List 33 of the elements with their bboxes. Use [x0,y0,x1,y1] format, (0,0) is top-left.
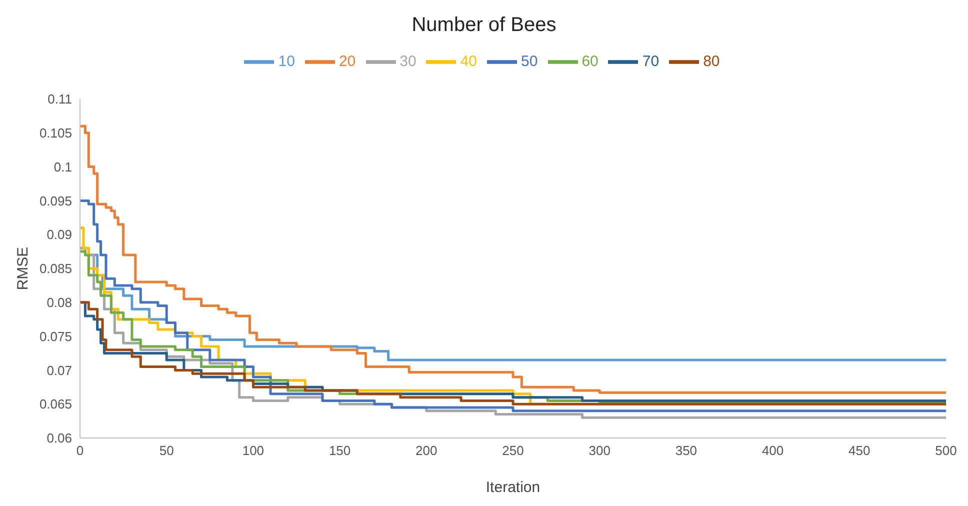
y-tick-label: 0.09 [46,227,72,242]
legend-label: 60 [582,52,598,70]
y-tick-label: 0.095 [39,193,72,208]
x-tick-label: 300 [588,443,610,458]
x-tick-label: 450 [848,443,870,458]
y-tick-label: 0.085 [39,261,72,276]
legend-label: 10 [278,52,295,70]
x-tick-label: 50 [159,443,174,458]
legend-label: 20 [338,52,356,70]
legend-label: 50 [521,52,538,70]
y-tick-label: 0.1 [54,159,72,174]
y-tick-label: 0.08 [46,295,72,310]
x-tick-label: 200 [416,443,438,458]
x-tick-label: 500 [935,443,957,458]
x-tick-label: 400 [762,443,784,458]
y-tick-label: 0.06 [46,430,72,446]
legend-label: 40 [460,52,477,70]
legend-label: 30 [400,52,416,70]
y-tick-label: 0.105 [39,126,72,141]
x-axis-title: Iteration [486,479,540,496]
x-tick-label: 100 [242,443,264,458]
x-tick-label: 250 [502,443,524,458]
legend-label: 80 [703,52,720,70]
y-tick-label: 0.065 [39,396,72,412]
x-tick-label: 0 [76,443,84,458]
y-tick-label: 0.075 [39,328,72,344]
y-tick-label: 0.11 [48,92,72,107]
y-axis-title: RMSE [14,246,32,290]
y-tick-label: 0.07 [46,362,72,378]
x-tick-label: 150 [328,443,351,458]
x-tick-label: 350 [675,443,698,458]
legend-label: 70 [642,52,660,70]
chart-title: Number of Bees [410,13,558,38]
